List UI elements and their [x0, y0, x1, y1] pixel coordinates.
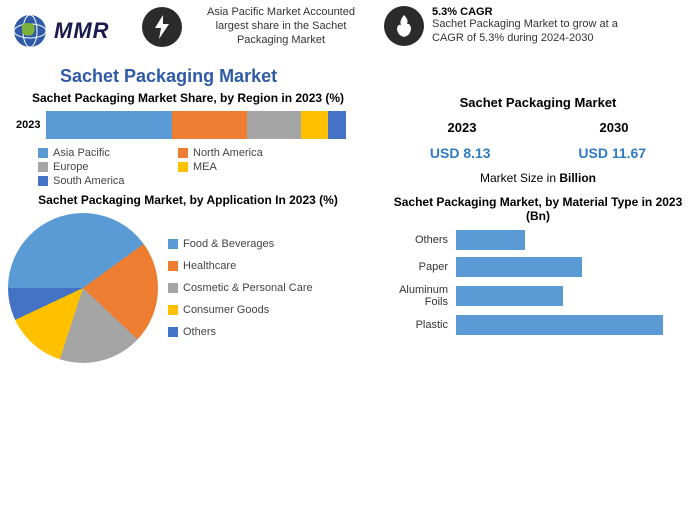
- application-legend: Food & Beverages Healthcare Cosmetic & Per…: [168, 238, 313, 338]
- application-pie: [8, 213, 158, 363]
- kpi1-text: Asia Pacific Market Accounted largest sh…: [190, 6, 372, 47]
- legend-swatch: [168, 327, 178, 337]
- legend-swatch: [168, 305, 178, 315]
- globe-icon: [10, 11, 50, 51]
- legend-swatch: [168, 239, 178, 249]
- legend-label: Healthcare: [183, 260, 236, 272]
- legend-item: Cosmetic & Personal Care: [168, 282, 313, 294]
- legend-item: Consumer Goods: [168, 304, 313, 316]
- legend-item: Europe: [38, 161, 158, 173]
- legend-swatch: [38, 162, 48, 172]
- material-bar-row: Aluminum Foils: [386, 284, 690, 308]
- legend-label: Food & Beverages: [183, 238, 274, 250]
- legend-item: Food & Beverages: [168, 238, 313, 250]
- material-bar-panel: Sachet Packaging Market, by Material Typ…: [378, 193, 693, 363]
- flame-icon: [384, 6, 424, 46]
- ms-year1: 2023: [448, 120, 477, 135]
- material-label: Paper: [386, 261, 456, 273]
- material-label: Aluminum Foils: [386, 284, 456, 308]
- legend-item: Others: [168, 326, 313, 338]
- kpi-cagr: 5.3% CAGR Sachet Packaging Market to gro…: [384, 6, 634, 46]
- legend-label: Asia Pacific: [53, 147, 110, 159]
- material-bar: [456, 257, 582, 277]
- region-share-panel: Sachet Packaging Market Share, by Region…: [8, 91, 368, 189]
- material-bar-row: Plastic: [386, 315, 690, 335]
- legend-label: Others: [183, 326, 216, 338]
- logo: MMR: [10, 6, 130, 56]
- material-chart-title: Sachet Packaging Market, by Material Typ…: [386, 195, 690, 223]
- legend-swatch: [178, 148, 188, 158]
- region-year-label: 2023: [16, 119, 40, 131]
- legend-label: Cosmetic & Personal Care: [183, 282, 313, 294]
- material-label: Others: [386, 234, 456, 246]
- content-grid: Sachet Packaging Market Share, by Region…: [0, 91, 693, 363]
- legend-label: North America: [193, 147, 263, 159]
- legend-item: South America: [38, 175, 158, 187]
- ms-caption-prefix: Market Size in: [480, 171, 559, 185]
- legend-item: Asia Pacific: [38, 147, 158, 159]
- legend-swatch: [168, 261, 178, 271]
- header: MMR Asia Pacific Market Accounted larges…: [0, 0, 693, 60]
- region-legend: Asia Pacific North America Europe MEA South …: [38, 147, 368, 187]
- legend-swatch: [178, 162, 188, 172]
- legend-item: North America: [178, 147, 298, 159]
- legend-swatch: [38, 148, 48, 158]
- application-chart-title: Sachet Packaging Market, by Application …: [8, 193, 368, 207]
- material-bar: [456, 230, 525, 250]
- region-stacked-bar: 2023: [16, 111, 368, 139]
- region-segment: [46, 111, 172, 139]
- page-title: Sachet Packaging Market: [60, 66, 693, 87]
- material-bar-row: Others: [386, 230, 690, 250]
- legend-swatch: [38, 176, 48, 186]
- material-bar: [456, 315, 663, 335]
- legend-label: Europe: [53, 161, 88, 173]
- kpi2-text: Sachet Packaging Market to grow at a CAG…: [432, 18, 634, 46]
- bolt-icon: [142, 7, 182, 47]
- region-segment: [301, 111, 328, 139]
- market-size-title: Sachet Packaging Market: [386, 95, 690, 110]
- ms-value2: USD 11.67: [578, 145, 646, 161]
- region-segment: [172, 111, 247, 139]
- kpi-asia-pacific: Asia Pacific Market Accounted largest sh…: [142, 6, 372, 47]
- region-segment: [328, 111, 346, 139]
- ms-caption-bold: Billion: [559, 171, 596, 185]
- market-size-panel: Sachet Packaging Market 2023 2030 USD 8.…: [378, 91, 693, 189]
- legend-swatch: [168, 283, 178, 293]
- logo-text: MMR: [54, 18, 110, 44]
- application-pie-panel: Sachet Packaging Market, by Application …: [8, 193, 368, 363]
- material-label: Plastic: [386, 319, 456, 331]
- ms-year2: 2030: [600, 120, 629, 135]
- ms-value1: USD 8.13: [430, 145, 491, 161]
- region-segment: [247, 111, 301, 139]
- material-bar: [456, 286, 563, 306]
- material-bar-row: Paper: [386, 257, 690, 277]
- ms-caption: Market Size in Billion: [386, 171, 690, 185]
- kpi2-title: 5.3% CAGR: [432, 6, 634, 18]
- legend-label: MEA: [193, 161, 217, 173]
- legend-item: MEA: [178, 161, 298, 173]
- region-chart-title: Sachet Packaging Market Share, by Region…: [8, 91, 368, 105]
- legend-label: South America: [53, 175, 125, 187]
- legend-item: Healthcare: [168, 260, 313, 272]
- legend-label: Consumer Goods: [183, 304, 269, 316]
